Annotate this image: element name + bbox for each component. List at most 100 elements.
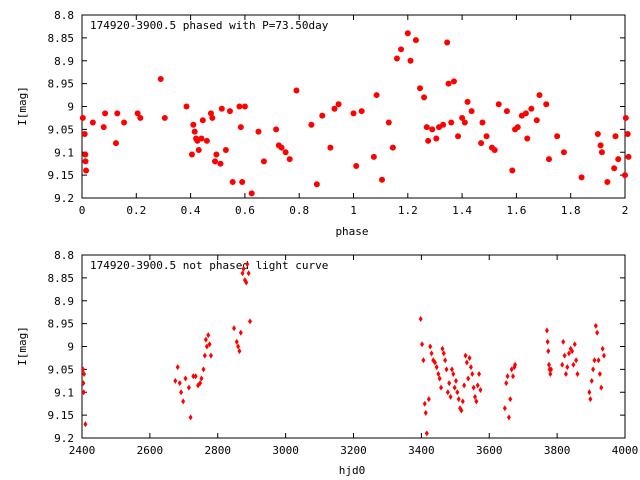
data-point <box>560 361 565 368</box>
data-point <box>464 98 471 105</box>
y-tick-label: 9.15 <box>48 409 75 422</box>
data-point <box>597 370 602 377</box>
data-point <box>203 137 210 144</box>
data-point <box>429 350 434 357</box>
data-point <box>444 39 451 46</box>
data-point <box>393 55 400 62</box>
data-point <box>188 414 193 421</box>
data-point <box>204 343 209 350</box>
data-point <box>589 377 594 384</box>
data-point <box>546 348 551 355</box>
data-point <box>213 151 220 158</box>
data-point <box>478 140 485 147</box>
data-point <box>443 357 448 364</box>
data-point <box>597 142 604 149</box>
data-point <box>237 124 244 131</box>
data-point <box>544 327 549 334</box>
data-point <box>198 380 203 387</box>
data-point <box>463 352 468 359</box>
data-point <box>81 389 86 396</box>
data-point <box>190 121 197 128</box>
data-point <box>546 361 551 368</box>
x-tick-label: 0 <box>79 204 86 217</box>
data-point <box>456 396 461 403</box>
data-point <box>273 126 280 133</box>
data-point <box>536 92 543 99</box>
data-point <box>455 389 460 396</box>
x-tick-label: 1.8 <box>561 204 581 217</box>
data-point <box>199 375 204 382</box>
data-point <box>195 146 202 153</box>
x-tick-label: 2400 <box>69 444 96 457</box>
data-point <box>466 375 471 382</box>
data-point <box>102 110 109 117</box>
data-point <box>574 357 579 364</box>
data-point <box>186 384 191 391</box>
data-point <box>239 178 246 185</box>
data-point <box>191 128 198 135</box>
data-point <box>563 370 568 377</box>
data-point <box>464 359 469 366</box>
data-point <box>293 87 300 94</box>
data-point <box>191 373 196 380</box>
data-point <box>421 357 426 364</box>
data-point <box>157 76 164 83</box>
y-tick-label: 8.85 <box>48 272 75 285</box>
data-point <box>448 119 455 126</box>
y-tick-label: 9.15 <box>48 169 75 182</box>
data-point <box>495 101 502 108</box>
x-tick-label: 3400 <box>408 444 435 457</box>
data-point <box>433 135 440 142</box>
data-point <box>575 370 580 377</box>
data-point <box>600 345 605 352</box>
data-point <box>440 121 447 128</box>
data-point <box>508 396 513 403</box>
data-point <box>188 151 195 158</box>
data-point <box>237 348 242 355</box>
data-point <box>592 357 597 364</box>
plot-frame <box>81 254 626 439</box>
data-point <box>472 393 477 400</box>
data-point <box>514 124 521 131</box>
data-point <box>358 108 365 115</box>
data-point <box>549 366 554 373</box>
data-point <box>468 108 475 115</box>
data-point <box>434 364 439 371</box>
data-point <box>504 380 509 387</box>
data-point <box>417 85 424 92</box>
data-point <box>461 119 468 126</box>
data-point <box>379 176 386 183</box>
data-point <box>240 270 245 277</box>
data-point <box>412 37 419 44</box>
unphased-plot-title: 174920-3900.5 not phased light curve <box>90 259 328 272</box>
x-tick-label: 1.6 <box>506 204 526 217</box>
data-point <box>206 332 211 339</box>
plot-frame <box>81 14 626 199</box>
data-point <box>524 135 531 142</box>
data-point <box>208 352 213 359</box>
x-tick-label: 4000 <box>612 444 639 457</box>
data-point <box>83 167 90 174</box>
phased-plot-xlabel: phase <box>335 225 368 238</box>
data-point <box>245 261 250 268</box>
x-tick-label: 0.6 <box>235 204 255 217</box>
data-point <box>193 373 198 380</box>
data-point <box>114 110 121 117</box>
data-point <box>533 117 540 124</box>
data-point <box>460 398 465 405</box>
data-point <box>578 174 585 181</box>
data-point <box>439 384 444 391</box>
data-point <box>425 137 432 144</box>
data-point <box>201 366 206 373</box>
x-tick-label: 3200 <box>340 444 367 457</box>
data-point <box>511 373 516 380</box>
data-point <box>350 110 357 117</box>
y-tick-label: 9 <box>67 341 74 354</box>
data-point <box>241 103 248 110</box>
data-point <box>407 57 414 64</box>
data-point <box>459 407 464 414</box>
data-point <box>565 364 570 371</box>
x-tick-label: 3800 <box>544 444 571 457</box>
data-point <box>373 92 380 99</box>
